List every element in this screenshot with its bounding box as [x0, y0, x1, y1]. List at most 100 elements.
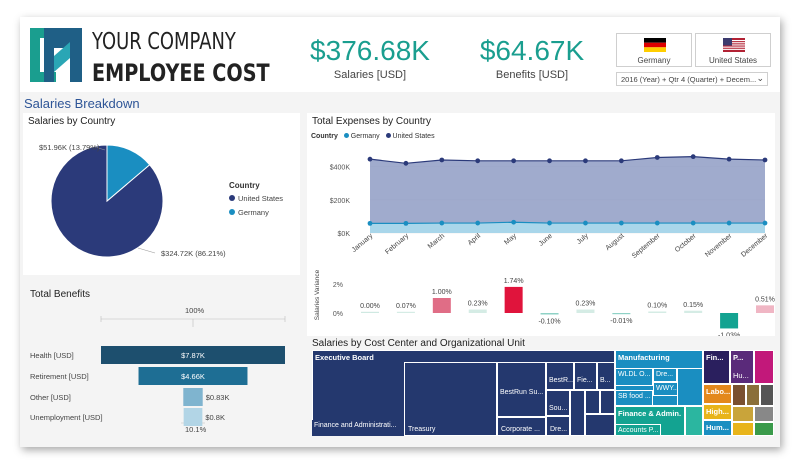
- treemap-cell-high[interactable]: High...: [703, 404, 732, 420]
- point-germany[interactable]: [762, 220, 768, 226]
- benefit-value-label: $0.83K: [206, 393, 230, 402]
- treemap-cell-sb-food[interactable]: SB food ...: [615, 390, 653, 406]
- variance-bar[interactable]: [468, 309, 487, 313]
- treemap-cell-wwy[interactable]: WWY...: [653, 382, 679, 396]
- pie-slice-germany[interactable]: [106, 144, 151, 203]
- point-germany[interactable]: [511, 219, 517, 225]
- treemap-cell-small[interactable]: [760, 384, 774, 406]
- point-germany[interactable]: [403, 220, 409, 226]
- point-germany[interactable]: [726, 220, 732, 226]
- period-filter-value: 2016 (Year) + Qtr 4 (Quarter) + Decem...: [621, 75, 757, 84]
- treemap-cell-fin[interactable]: Fin...: [703, 350, 730, 384]
- legend-label: United States: [392, 133, 435, 140]
- treemap-cell-small[interactable]: [732, 384, 746, 406]
- country-button-label: Germany: [637, 56, 671, 65]
- expenses-legend-item-germany[interactable]: Germany: [340, 133, 380, 140]
- point-united-states[interactable]: [726, 156, 732, 162]
- variance-bar[interactable]: [432, 298, 451, 313]
- treemap-cell-bestr[interactable]: BestR...: [546, 362, 574, 390]
- x-tick-label: March: [427, 233, 446, 251]
- treemap-cell-wldl[interactable]: WLDL O...: [615, 368, 653, 386]
- country-button-germany[interactable]: Germany: [616, 33, 692, 67]
- treemap-cell-bestrun-su[interactable]: BestRun Su...: [497, 362, 546, 417]
- variance-bar[interactable]: [756, 305, 774, 313]
- pie-legend-item-germany[interactable]: Germany: [229, 208, 269, 217]
- variance-bar[interactable]: [396, 311, 415, 313]
- benefit-bar[interactable]: [101, 346, 285, 364]
- variance-value-label: 1.00%: [432, 289, 452, 296]
- panel-title: Total Benefits: [30, 289, 91, 300]
- variance-bar[interactable]: [612, 313, 631, 315]
- y-tick-label: $200K: [330, 198, 351, 205]
- variance-bar[interactable]: [684, 310, 703, 313]
- benefit-bar[interactable]: [138, 367, 248, 385]
- point-united-states[interactable]: [583, 158, 588, 164]
- treemap-cell-small[interactable]: [570, 390, 585, 436]
- expenses-area-chart: $400K $200K $0K January February March April Ma…: [314, 154, 775, 339]
- variance-value-label: -0.01%: [610, 318, 632, 325]
- salaries-by-country-panel: Salaries by Country $51.96K (13.79%) $32…: [23, 113, 300, 275]
- variance-bar[interactable]: [504, 286, 523, 313]
- benefit-category-label: Health [USD]: [30, 351, 74, 360]
- point-germany[interactable]: [690, 220, 696, 226]
- treemap-cell-labo[interactable]: Labo...: [703, 384, 732, 404]
- point-germany[interactable]: [439, 220, 445, 226]
- treemap-cell-sou[interactable]: Sou...: [546, 390, 570, 416]
- treemap-cell-small[interactable]: [685, 406, 703, 436]
- point-germany[interactable]: [367, 220, 373, 226]
- treemap-cell-small[interactable]: [754, 350, 774, 384]
- point-germany[interactable]: [547, 220, 552, 226]
- treemap-cell-dre-2[interactable]: Dre...: [653, 368, 677, 382]
- treemap-cell-accounts-p[interactable]: Accounts P...: [615, 424, 661, 436]
- treemap-cell-small[interactable]: [754, 406, 774, 422]
- point-united-states[interactable]: [439, 157, 445, 163]
- point-united-states[interactable]: [654, 155, 660, 160]
- point-germany[interactable]: [654, 220, 660, 226]
- treemap-cell-fie[interactable]: Fie...: [574, 362, 597, 390]
- variance-bar[interactable]: [576, 309, 595, 313]
- point-united-states[interactable]: [511, 158, 517, 164]
- expenses-legend-item-us[interactable]: United States: [382, 133, 435, 140]
- treemap-cell-corporate[interactable]: Corporate ...: [497, 417, 546, 436]
- treemap-cell-small[interactable]: [746, 384, 760, 406]
- treemap-cell-b[interactable]: B...: [597, 362, 615, 390]
- point-united-states[interactable]: [762, 157, 768, 163]
- point-germany[interactable]: [583, 220, 588, 226]
- section-title: Salaries Breakdown: [24, 96, 140, 111]
- point-united-states[interactable]: [618, 158, 624, 164]
- treemap-cell-finance-admin[interactable]: Finance and Administrati...: [312, 420, 404, 436]
- treemap-cell-small[interactable]: [585, 414, 615, 436]
- treemap-cell-small[interactable]: [600, 390, 615, 414]
- treemap-cell-small[interactable]: [732, 422, 754, 436]
- variance-bar[interactable]: [720, 313, 739, 329]
- point-united-states[interactable]: [475, 158, 481, 164]
- line-germany: [370, 221, 765, 224]
- treemap-cell-dre[interactable]: Dre...: [546, 416, 570, 436]
- treemap-cell-p[interactable]: P... Hu...: [730, 350, 754, 384]
- variance-bar[interactable]: [540, 313, 559, 315]
- benefit-value-label: $0.8K: [205, 413, 225, 422]
- point-united-states[interactable]: [403, 160, 409, 166]
- point-germany[interactable]: [475, 220, 481, 226]
- treemap-cell-small[interactable]: [585, 390, 600, 414]
- pie-legend-item-us[interactable]: United States: [229, 194, 283, 203]
- point-germany[interactable]: [618, 220, 624, 226]
- treemap-cell-small[interactable]: [732, 406, 754, 422]
- treemap-cell-hum[interactable]: Hum...: [703, 420, 732, 436]
- x-tick-label: September: [631, 232, 662, 260]
- period-filter-dropdown[interactable]: 2016 (Year) + Qtr 4 (Quarter) + Decem...…: [616, 72, 768, 86]
- benefit-bar[interactable]: [183, 408, 203, 426]
- point-united-states[interactable]: [690, 154, 696, 160]
- panel-title: Salaries by Cost Center and Organization…: [312, 338, 525, 349]
- benefit-bar[interactable]: [183, 388, 203, 406]
- country-button-us[interactable]: United States: [695, 33, 771, 67]
- point-united-states[interactable]: [547, 158, 552, 164]
- treemap-cell-small[interactable]: [677, 368, 703, 406]
- variance-bar[interactable]: [361, 311, 379, 313]
- point-united-states[interactable]: [367, 156, 373, 162]
- x-tick-label: January: [351, 232, 375, 254]
- legend-dot-icon: [229, 195, 235, 201]
- treemap-cell-treasury[interactable]: Treasury: [404, 362, 497, 436]
- treemap-cell-small[interactable]: [754, 422, 774, 436]
- variance-bar[interactable]: [648, 311, 667, 314]
